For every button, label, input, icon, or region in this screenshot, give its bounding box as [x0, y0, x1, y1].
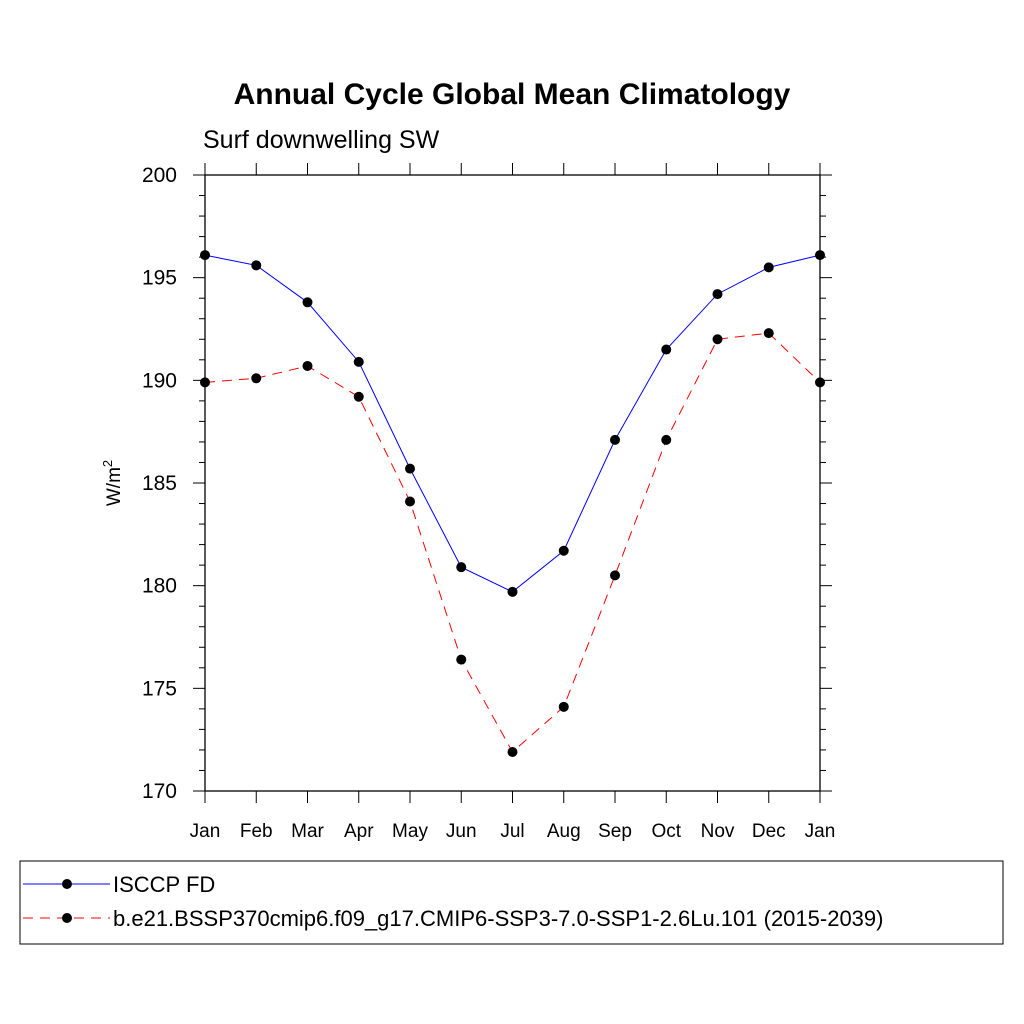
y-tick-label: 175: [142, 677, 177, 700]
series-line: [204, 332, 821, 753]
x-tick-label: Aug: [547, 821, 581, 842]
data-point: [302, 297, 313, 308]
data-point: [558, 701, 569, 712]
data-point: [456, 654, 467, 665]
y-tick-label: 195: [142, 267, 177, 290]
data-point: [815, 250, 825, 261]
data-point: [507, 586, 518, 597]
y-tick-label: 190: [142, 369, 177, 392]
legend: ISCCP FD b.e21.BSSP370cmip6.f09_g17.CMIP6…: [23, 872, 883, 931]
data-point: [763, 262, 774, 273]
y-axis: 170 175 180 185 190 195 200: [142, 164, 832, 803]
data-point: [661, 434, 672, 445]
y-axis-label-text: W/m: [104, 467, 125, 506]
legend-marker: [62, 879, 72, 889]
series-line: [204, 254, 821, 593]
x-tick-label: Jan: [190, 821, 221, 842]
data-point: [251, 260, 262, 271]
data-point: [302, 360, 313, 371]
y-tick-label: 180: [142, 575, 177, 598]
y-axis-label-superscript: 2: [100, 460, 115, 467]
x-tick-label: Feb: [240, 821, 273, 842]
data-point: [507, 746, 518, 757]
data-point: [610, 570, 620, 581]
data-point: [200, 377, 210, 388]
data-point: [353, 356, 364, 367]
data-point: [251, 373, 262, 384]
x-tick-label: Dec: [752, 821, 786, 842]
series-layer: [200, 250, 825, 757]
data-point: [405, 496, 415, 507]
data-point: [456, 562, 467, 573]
legend-marker: [62, 913, 72, 923]
x-tick-label: Jul: [500, 821, 524, 842]
legend-label: ISCCP FD: [113, 872, 215, 897]
data-point: [353, 391, 364, 402]
chart-title: Annual Cycle Global Mean Climatology: [234, 78, 791, 111]
data-point: [610, 434, 620, 445]
x-tick-label: Oct: [651, 821, 681, 842]
x-tick-label: May: [392, 821, 428, 842]
data-point: [405, 463, 415, 474]
data-point: [558, 545, 569, 556]
legend-box: [19, 860, 1004, 945]
y-tick-label: 170: [142, 780, 177, 803]
x-tick-label: Jun: [446, 821, 477, 842]
legend-label: b.e21.BSSP370cmip6.f09_g17.CMIP6-SSP3-7.…: [113, 906, 883, 931]
data-point: [712, 289, 723, 300]
y-tick-label: 200: [142, 164, 177, 187]
data-point: [200, 250, 210, 261]
y-tick-label: 185: [142, 472, 177, 495]
data-point: [661, 344, 672, 355]
data-point: [815, 377, 825, 388]
data-point: [712, 334, 723, 345]
x-tick-label: Jan: [805, 821, 836, 842]
x-tick-label: Apr: [344, 821, 374, 842]
plot-frame: [204, 174, 821, 792]
x-tick-label: Sep: [598, 821, 632, 842]
x-tick-label: Nov: [701, 821, 735, 842]
y-axis-label: W/m2: [100, 460, 125, 506]
data-point: [763, 328, 774, 339]
x-axis: Jan Feb Mar Apr May Jun Jul Aug Sep Oct Nov Dec Jan: [190, 163, 836, 842]
x-tick-label: Mar: [291, 821, 324, 842]
chart-subtitle: Surf downwelling SW: [203, 126, 440, 154]
